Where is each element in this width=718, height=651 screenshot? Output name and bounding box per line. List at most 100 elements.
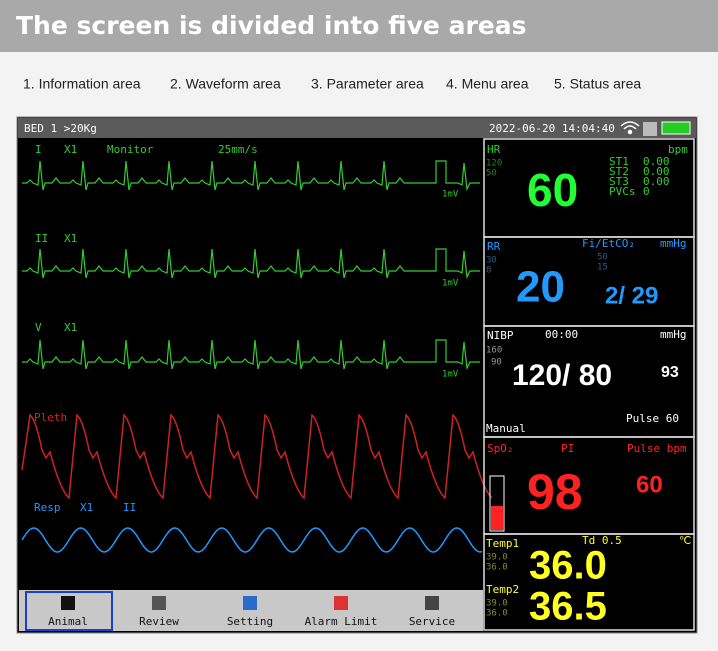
co2-label: Fi/EtCO₂ (582, 237, 635, 250)
wave-speed: 25mm/s (218, 143, 258, 156)
wave-label: V (35, 321, 42, 334)
menu-label[interactable]: Setting (227, 615, 273, 628)
temp2-label: Temp2 (486, 583, 519, 596)
menu-button[interactable]: Setting (227, 596, 273, 628)
wave-gain: X1 (80, 501, 93, 514)
ecg-trace (22, 160, 480, 192)
nibp-time: 00:00 (545, 328, 578, 341)
menu-button[interactable]: Review (139, 596, 179, 628)
temp-td: Td 0.5 (582, 534, 622, 547)
rr-label: RR (487, 240, 501, 253)
temp2-low: 36.0 (486, 609, 508, 619)
menu-icon (243, 596, 257, 610)
hr-high: 120 (486, 159, 502, 169)
hr-low: 50 (486, 169, 497, 179)
wave-mode: Monitor (107, 143, 154, 156)
monitor-frame (16, 116, 698, 634)
wave-gain: X1 (64, 232, 77, 245)
nibp-high: 160 (486, 346, 502, 356)
temp2-value: 36.5 (529, 585, 607, 629)
area-label: 5. Status area (554, 76, 641, 92)
area-label: 3. Parameter area (311, 76, 424, 92)
menu-label[interactable]: Alarm Limit (305, 615, 378, 628)
area-label: 4. Menu area (446, 76, 529, 92)
nibp-unit: mmHg (660, 328, 687, 341)
st-label: PVCs (609, 185, 636, 198)
hr-value: 60 (527, 164, 578, 216)
rr-low: 8 (486, 266, 491, 276)
menu-label[interactable]: Review (139, 615, 179, 628)
rr-high: 30 (486, 256, 497, 266)
wave-scale: 1mV (442, 279, 459, 289)
menu-label[interactable]: Animal (48, 615, 88, 628)
wave-lead: II (123, 501, 136, 514)
ecg-trace (22, 248, 480, 280)
nibp-mean: 93 (661, 364, 679, 381)
menu-icon (61, 596, 75, 610)
datetime: 2022-06-20 14:04:40 (489, 122, 615, 135)
st-value: 0.00 (643, 175, 670, 188)
nibp-low: 90 (491, 358, 502, 368)
wave-gain: X1 (64, 321, 77, 334)
spo2-bar-fill (491, 506, 503, 530)
status-icon (643, 122, 657, 136)
menu-icon (152, 596, 166, 610)
temp1-high: 39.0 (486, 553, 508, 563)
menu-button[interactable]: Animal (25, 591, 113, 631)
battery-icon (661, 121, 691, 135)
wave-label: I (35, 143, 42, 156)
pulse-label: Pulse bpm (627, 442, 687, 455)
nibp-pulse: Pulse 60 (626, 412, 679, 425)
pleth-trace (21, 413, 493, 500)
waveform-area: I X1 Monitor 25mm/s 1mV II X1 1mV V X1 1… (21, 143, 493, 553)
co2-high: 50 (597, 253, 608, 263)
header-bar (0, 0, 718, 52)
temp1-low: 36.0 (486, 563, 508, 573)
rr-unit: mmHg (660, 237, 687, 250)
area-label: 2. Waveform area (170, 76, 281, 92)
hr-unit: bpm (668, 143, 688, 156)
spo2-value: 98 (527, 464, 583, 520)
wave-gain: X1 (64, 143, 77, 156)
menu-selection (25, 591, 113, 631)
hr-label: HR (487, 143, 501, 156)
wifi-icon (620, 121, 640, 135)
nibp-label: NIBP (487, 329, 514, 342)
st-label: ST2 (609, 165, 629, 178)
st-value: 0 (643, 185, 650, 198)
st-value: 0.00 (643, 155, 670, 168)
co2-low: 15 (597, 263, 608, 273)
temp-unit: ℃ (679, 534, 691, 547)
spo2-label: SpO₂ (487, 442, 514, 455)
temp1-label: Temp1 (486, 537, 519, 550)
menu-icon (334, 596, 348, 610)
resp-trace (21, 527, 483, 553)
menu-button[interactable]: Alarm Limit (305, 596, 378, 628)
co2-value: 2/ 29 (605, 282, 658, 309)
parameter-borders (483, 138, 695, 631)
pi-label: PI (561, 442, 574, 455)
nibp-value: 120/ 80 (512, 359, 612, 392)
wave-label: II (35, 232, 48, 245)
st-label: ST1 (609, 155, 629, 168)
bed-info: BED 1 >20Kg (24, 122, 97, 135)
temp1-value: 36.0 (529, 544, 607, 588)
temp2-high: 39.0 (486, 599, 508, 609)
wave-scale: 1mV (442, 190, 459, 200)
header-title: The screen is divided into five areas (16, 11, 526, 40)
status-bar (18, 118, 696, 138)
nibp-mode: Manual (486, 422, 526, 435)
spo2-bar (489, 475, 505, 532)
wave-label: Resp (34, 501, 61, 514)
menu-icon (425, 596, 439, 610)
spo2-pulse: 60 (636, 471, 663, 498)
menu-label[interactable]: Service (409, 615, 455, 628)
ecg-trace (22, 339, 480, 371)
wave-label: Pleth (34, 411, 67, 424)
wave-scale: 1mV (442, 370, 459, 380)
area-label: 1. Information area (23, 76, 141, 92)
st-value: 0.00 (643, 165, 670, 178)
rr-value: 20 (516, 263, 565, 312)
menu-button[interactable]: Service (409, 596, 455, 628)
